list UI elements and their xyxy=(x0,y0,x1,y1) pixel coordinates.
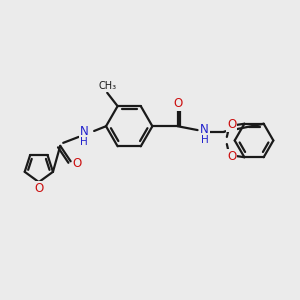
Text: O: O xyxy=(73,157,82,170)
Text: H: H xyxy=(80,137,88,147)
Text: O: O xyxy=(173,97,182,110)
Text: N: N xyxy=(80,125,89,138)
Text: CH₃: CH₃ xyxy=(98,81,116,91)
Text: N: N xyxy=(200,123,209,136)
Text: O: O xyxy=(227,150,236,163)
Text: H: H xyxy=(200,135,208,145)
Text: O: O xyxy=(227,118,236,131)
Text: O: O xyxy=(34,182,44,195)
